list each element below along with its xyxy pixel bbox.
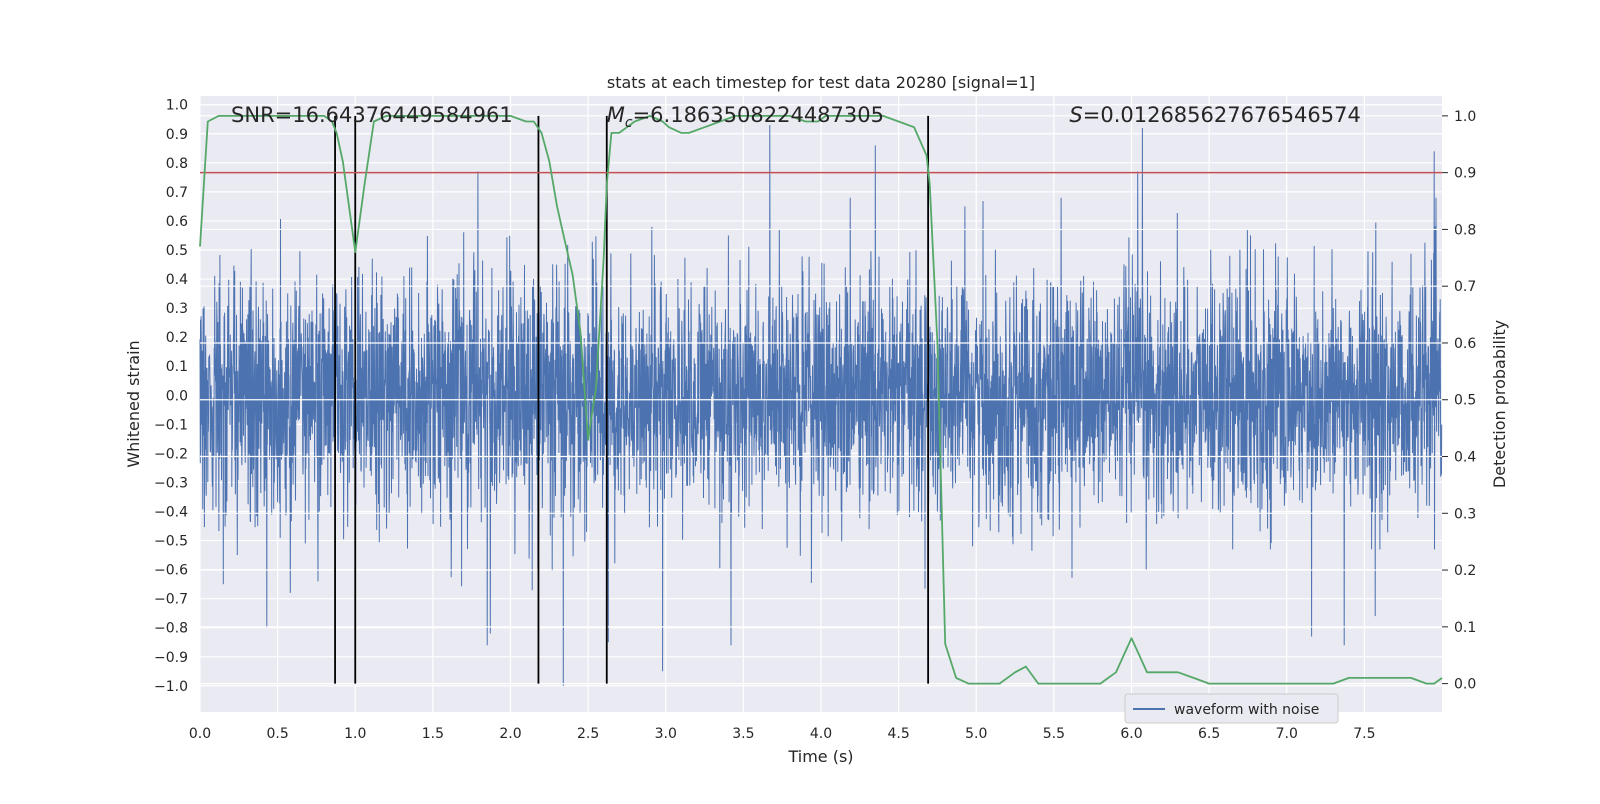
probability-series (199, 115, 1443, 685)
y-right-tick-label: 0.1 (1454, 620, 1476, 636)
y-right-tick-label: 0.4 (1454, 450, 1476, 466)
y-left-tick-label: −0.4 (154, 505, 188, 521)
y-right-tick-label: 0.9 (1454, 166, 1476, 182)
x-tick-label: 0.0 (189, 726, 211, 742)
x-tick-label: 0.5 (266, 726, 288, 742)
y-left-tick-label: −0.1 (154, 417, 188, 433)
legend-label: waveform with noise (1174, 702, 1319, 718)
y-right-tick-label: 0.7 (1454, 279, 1476, 295)
probability-line (199, 115, 1443, 685)
y-left-tick-label: 0.7 (166, 185, 188, 201)
y-left-tick-label: 0.3 (166, 301, 188, 317)
y-right-tick-label: 0.6 (1454, 336, 1476, 352)
y-left-tick-label: −1.0 (154, 679, 188, 695)
x-tick-label: 5.5 (1043, 726, 1065, 742)
y-left-tick-label: 1.0 (166, 98, 188, 114)
legend-box (1124, 693, 1339, 724)
y-left-tick-label: 0.2 (166, 330, 188, 346)
y-left-tick-label: −0.6 (154, 563, 188, 579)
y-right-tick-label: 0.3 (1454, 506, 1476, 522)
y-right-tick-label: 0.5 (1454, 393, 1476, 409)
y-right-tick-label: 0.8 (1454, 222, 1476, 238)
y-left-tick-label: −0.3 (154, 475, 188, 491)
x-tick-label: 4.5 (887, 726, 909, 742)
tick-labels: 0.0 0.5 1.0 1.5 2.0 2.5 3.0 3.5 4.0 4.5 5.0 5.5 6.0 6… (154, 98, 1476, 742)
x-tick-label: 7.5 (1353, 726, 1375, 742)
y-left-tick-label: 0.4 (166, 272, 188, 288)
legend: waveform with noise (1124, 693, 1339, 724)
y-axis-label-left: Whitened strain (124, 340, 143, 467)
x-axis-label: Time (s) (787, 747, 853, 766)
y-left-tick-label: 0.1 (166, 359, 188, 375)
x-tick-label: 6.5 (1198, 726, 1220, 742)
y-left-tick-label: 0.8 (166, 156, 188, 172)
x-tick-label: 3.5 (732, 726, 754, 742)
annotation-1: Mc=6.1863508224487305 (607, 103, 884, 131)
x-tick-label: 7.0 (1276, 726, 1298, 742)
y-left-tick-label: 0.0 (166, 388, 188, 404)
annotation-2: S=0.012685627676546574 (1069, 103, 1360, 127)
annotations: SNR=16.64376449584961 Mc=6.18635082244873… (231, 103, 1361, 131)
chart-title: stats at each timestep for test data 202… (607, 73, 1035, 92)
x-tick-label: 1.5 (422, 726, 444, 742)
y-left-tick-label: 0.6 (166, 214, 188, 230)
x-tick-label: 5.0 (965, 726, 987, 742)
y-right-tick-label: 0.0 (1454, 677, 1476, 693)
event-markers (334, 115, 930, 684)
y-left-tick-label: −0.7 (154, 592, 188, 608)
x-tick-label: 1.0 (344, 726, 366, 742)
y-left-tick-label: −0.9 (154, 650, 188, 666)
x-tick-label: 3.0 (655, 726, 677, 742)
y-right-tick-label: 0.2 (1454, 563, 1476, 579)
y-left-tick-label: −0.5 (154, 534, 188, 550)
waveform-series (199, 125, 1443, 686)
x-tick-label: 2.5 (577, 726, 599, 742)
y-left-tick-label: 0.5 (166, 243, 188, 259)
x-tick-label: 2.0 (499, 726, 521, 742)
x-tick-label: 6.0 (1120, 726, 1142, 742)
y-left-tick-label: −0.8 (154, 621, 188, 637)
annotation-0: SNR=16.64376449584961 (231, 103, 513, 127)
x-tick-label: 4.0 (810, 726, 832, 742)
y-axis-label-right: Detection probability (1490, 320, 1509, 488)
y-left-tick-label: 0.9 (166, 127, 188, 143)
waveform-line (199, 125, 1443, 686)
y-right-tick-label: 1.0 (1454, 109, 1476, 125)
y-left-tick-label: −0.2 (154, 446, 188, 462)
